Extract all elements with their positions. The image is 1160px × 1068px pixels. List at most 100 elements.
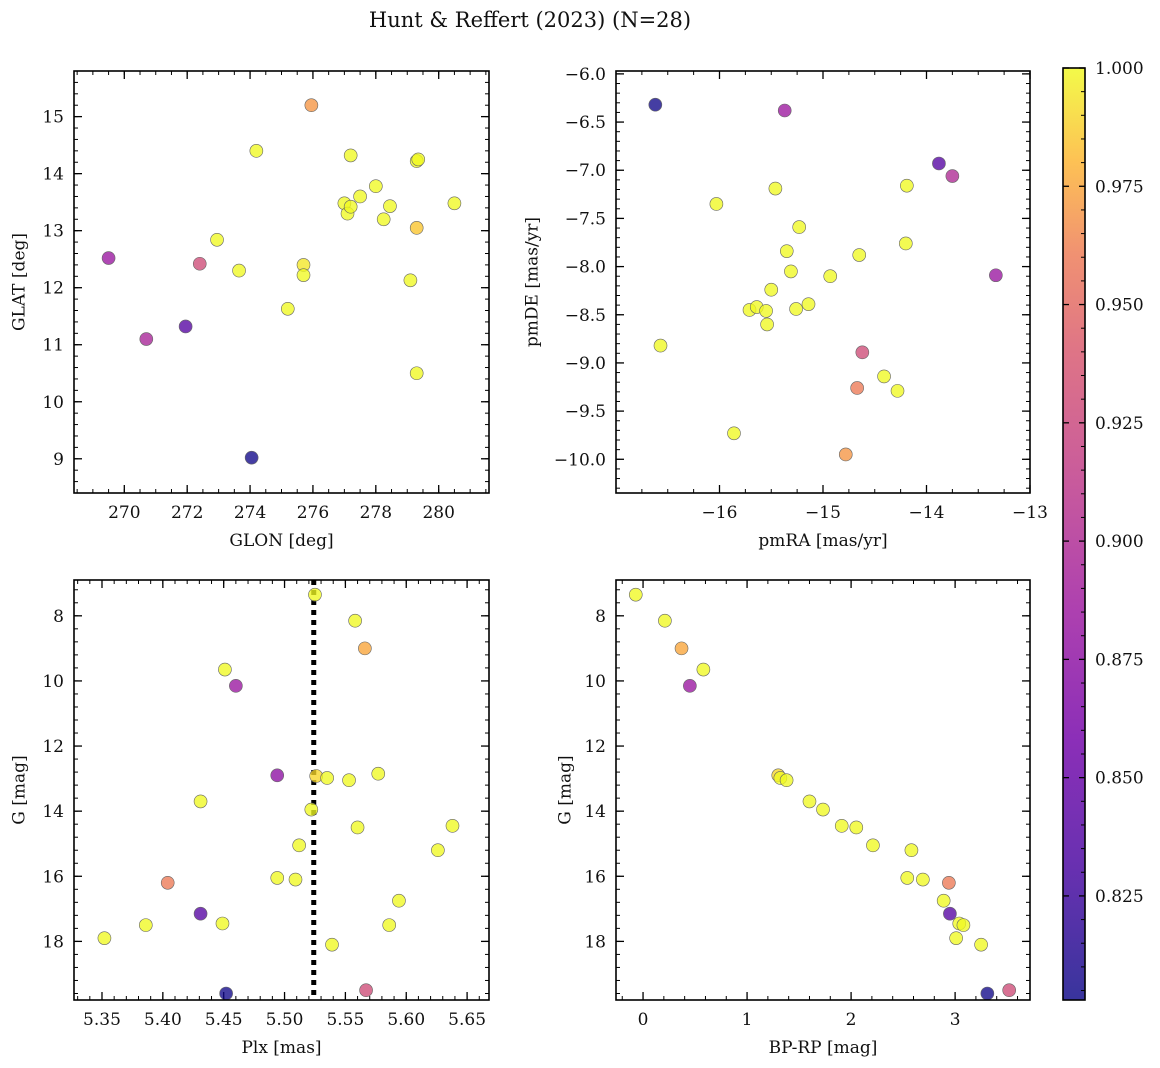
figure-title: Hunt & Reffert (2023) (N=28) [369,8,691,32]
x-tick-label: 270 [108,503,140,523]
scatter-point [403,273,418,288]
scatter-point [890,384,905,398]
y-tick-label: 12 [584,737,606,757]
y-tick-label: 13 [42,222,64,242]
axes-frame [73,70,490,494]
scatter-point [409,221,424,235]
panel-1: 270 272 274 276 278 280 9 10 11 12 13 14 15 GLON [deg… [10,70,490,551]
scatter-point [648,97,663,112]
y-tick-label: 16 [42,867,64,887]
y-axis-label: GLAT [deg] [10,233,30,331]
colorbar-tick-label: 0.925 [1095,414,1144,434]
scatter-point [325,937,339,952]
x-tick-label: 5.65 [448,1010,486,1030]
scatter-point [139,918,153,932]
scatter-point [768,181,783,196]
colorbar-ticks: 0.825 0.850 0.875 0.900 0.925 0.950 0.975 1.000 [1063,59,1144,992]
colorbar-tick-label: 0.825 [1095,887,1144,907]
scatter-point [653,338,668,353]
y-tick-label: −9.0 [565,354,606,374]
scatter-point [628,587,643,602]
colorbar-tick-label: 0.900 [1095,532,1144,552]
scatter-point [376,212,391,227]
scatter-point [139,332,154,346]
x-tick-label: 276 [297,503,329,523]
scatter-point [943,906,957,921]
scatter-point [348,613,362,628]
scatter-point [936,893,951,908]
scatter-point [900,178,914,193]
x-tick-label: 3 [950,1010,961,1030]
y-tick-label: 10 [584,672,606,692]
scatter-point [801,297,816,311]
scatter-point [779,244,794,258]
scatter-point [229,679,243,693]
scatter-point [760,317,774,332]
scatter-point [904,843,919,858]
x-tick-label: 5.45 [205,1010,243,1030]
scatter-point [855,345,870,360]
scatter-point [696,662,711,677]
y-tick-label: 14 [42,165,64,185]
colorbar-tick-label: 1.000 [1095,59,1144,79]
y-tick-label: 11 [42,336,64,356]
scatter-point [343,199,358,214]
scatter-point [784,264,798,279]
scatter-point [343,148,358,163]
scatter-point [308,587,322,602]
y-axis-label: G [mag] [10,755,30,824]
y-tick-label: −6.0 [565,65,606,85]
y-tick-label: 8 [53,607,64,627]
scatter-point [382,918,397,932]
scatter-point [777,103,792,118]
scatter-point [359,983,373,998]
scatter-point [956,918,971,932]
y-tick-label: 18 [42,932,64,952]
colorbar-tick-label: 0.850 [1095,769,1144,789]
x-tick-label: 278 [360,503,392,523]
scatter-point [727,426,741,441]
y-tick-label: 10 [42,393,64,413]
scatter-point [759,304,773,318]
scatter-point [900,871,915,885]
scatter-point [898,236,913,251]
x-tick-label: 274 [234,503,266,523]
scatter-point [850,381,864,395]
scatter-point [674,641,689,656]
y-tick-label: 14 [42,802,64,822]
scatter-point [1002,983,1016,998]
scatter-point [304,98,319,113]
scatter-point [792,220,806,234]
y-axis-label: G [mag] [556,755,576,824]
scatter-point [431,843,445,858]
y-tick-label: 16 [584,867,606,887]
panel-3: 5.35 5.40 5.45 5.50 5.55 5.60 5.65 8 10 12 14 16 18 P… [10,579,490,1058]
scatter-point [974,937,988,952]
y-tick-label: 12 [42,279,64,299]
scatter-point [101,251,116,265]
scatter-point [192,256,207,271]
scatter-point [683,679,697,693]
y-tick-label: −10.0 [554,450,606,470]
x-tick-label: −16 [702,503,738,523]
y-tick-label: 15 [42,108,64,128]
x-tick-label: 272 [171,503,203,523]
scatter-point [160,875,175,890]
axes-frame [615,579,1031,1001]
scatter-point [320,771,334,785]
scatter-point [789,302,803,316]
x-tick-label: 0 [638,1010,649,1030]
y-tick-label: 14 [584,802,606,822]
scatter-point [350,820,365,835]
scatter-point [270,871,285,885]
colorbar-gradient [1063,68,1085,1000]
scatter-point [932,156,946,171]
x-tick-label: 1 [742,1010,753,1030]
scatter-point [834,819,849,833]
x-tick-label: −13 [1012,503,1048,523]
scatter-point [296,268,311,282]
scatter-point [877,369,891,384]
